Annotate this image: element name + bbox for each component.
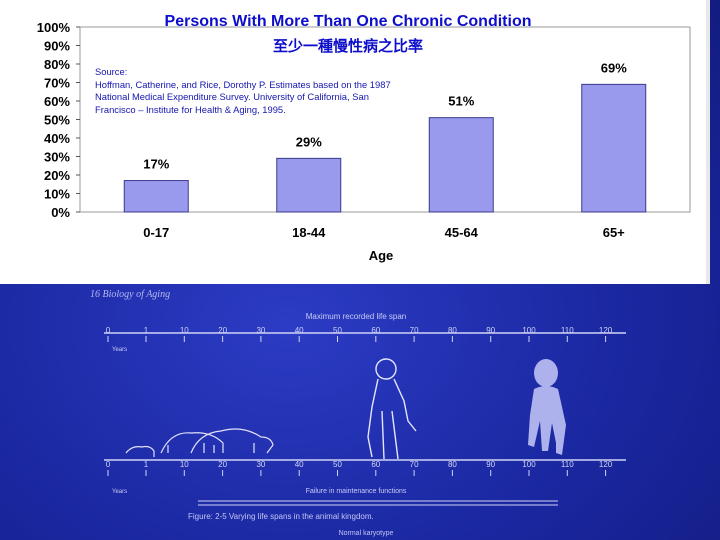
bottom-axis-tick-label: 1 [144,460,149,469]
source-line: Hoffman, Catherine, and Rice, Dorothy P.… [95,78,391,90]
horse-outline [190,428,274,454]
top-axis-tick-label: 90 [486,326,495,335]
human-outline-figure [367,358,417,460]
human-filled-body [528,386,566,455]
bottom-axis-tick-label: 30 [256,460,265,469]
chart-title: Persons With More Than One Chronic Condi… [164,13,532,30]
human-filled-figure [528,359,566,455]
x-tick-label: 65+ [603,225,625,240]
y-tick-label: 10% [44,187,70,202]
top-axis-tick-label: 10 [180,326,189,335]
bottom-axis-tick-label: 0 [106,460,111,469]
y-tick-label: 90% [44,39,70,54]
top-axis-tick-label: 60 [371,326,380,335]
bottom-axis-tick-label: 100 [522,460,536,469]
top-axis-tick-label: 30 [256,326,265,335]
bar [123,180,189,213]
bottom-axis-tick-label: 60 [371,460,380,469]
bottom-axis-tick-label: 120 [599,460,613,469]
bottom-axis-tick-label: 50 [333,460,342,469]
bottom-axis-unit: Years [112,489,127,495]
bottom-axis-tick-label: 10 [180,460,189,469]
y-tick-label: 70% [44,76,70,91]
bar-chart: 0% 10% 20% 30% 40% 50% 60% 70% 80% 90% 100% 17% 0-17… [37,20,691,263]
source-line: Source: [95,66,128,77]
top-axis-tick-label: 100 [522,326,536,335]
human-head-outline [375,358,397,380]
y-tick-label: 80% [44,57,70,72]
top-axis-unit: Years [112,347,127,353]
bottom-axis-tick-label: 40 [295,460,304,469]
mouse-outline [125,445,155,457]
y-tick-label: 20% [44,168,70,183]
bar [581,83,647,213]
human-body-outline [367,378,417,460]
life-span-figure: Maximum recorded life span Years 0 1 10 20 3… [104,312,626,537]
top-axis-tick-label: 40 [295,326,304,335]
animal-outlines [125,428,274,457]
y-tick-label: 40% [44,131,70,146]
top-axis-tick-label: 20 [218,326,227,335]
bottom-axis-tick-label: 80 [448,460,457,469]
source-line: National Medical Expenditure Survey. Uni… [95,91,369,102]
x-tick-label: 18-44 [292,225,326,240]
y-tick-label: 50% [44,113,70,128]
data-label: 29% [296,134,322,149]
bottom-axis-tick-label: 110 [561,460,574,469]
top-axis-title: Maximum recorded life span [306,312,406,321]
y-tick-label: 100% [37,20,71,35]
chart-panel: 0% 10% 20% 30% 40% 50% 60% 70% 80% 90% 100% 17% 0-17… [0,0,710,284]
bar [428,117,494,213]
x-tick-label: 45-64 [445,225,479,240]
data-label: 17% [143,157,169,172]
bottom-axis-ticks: 0 1 10 20 30 40 50 60 70 80 90 100 110 120 [106,460,613,476]
figure-footer: Normal karyotype [339,530,394,537]
data-label: 51% [448,94,474,109]
y-tick-label: 30% [44,150,70,165]
figure-caption: Figure: 2-5 Varying life spans in the an… [188,512,374,521]
top-axis-ticks: 0 1 10 20 30 40 50 60 70 80 90 100 110 120 [106,326,613,342]
y-tick-label: 0% [51,205,70,220]
dog-outline [160,432,224,454]
top-axis-tick-label: 70 [410,326,419,335]
bottom-axis-tick-label: 70 [410,460,419,469]
bottom-axis-tick-label: 90 [486,460,495,469]
top-axis-tick-label: 120 [599,326,613,335]
bar [276,157,342,213]
x-axis-label: Age [369,248,394,263]
top-axis-tick-label: 1 [144,326,149,335]
bottom-axis-title: Failure in maintenance functions [306,488,407,495]
x-tick-label: 0-17 [143,225,169,240]
data-label: 69% [601,60,627,75]
figure-header: 16 Biology of Aging [90,289,171,300]
human-filled-head [534,359,558,387]
y-tick-label: 60% [44,94,70,109]
top-axis-tick-label: 50 [333,326,342,335]
bottom-axis-tick-label: 20 [218,460,227,469]
source-note: Source: Hoffman, Catherine, and Rice, Do… [95,66,435,116]
top-axis-tick-label: 110 [561,326,574,335]
source-line: Francisco – Institute for Health & Aging… [95,103,286,115]
chart-subtitle: 至少一種慢性病之比率 [272,38,423,55]
top-axis-tick-label: 0 [106,326,111,335]
top-axis-tick-label: 80 [448,326,457,335]
